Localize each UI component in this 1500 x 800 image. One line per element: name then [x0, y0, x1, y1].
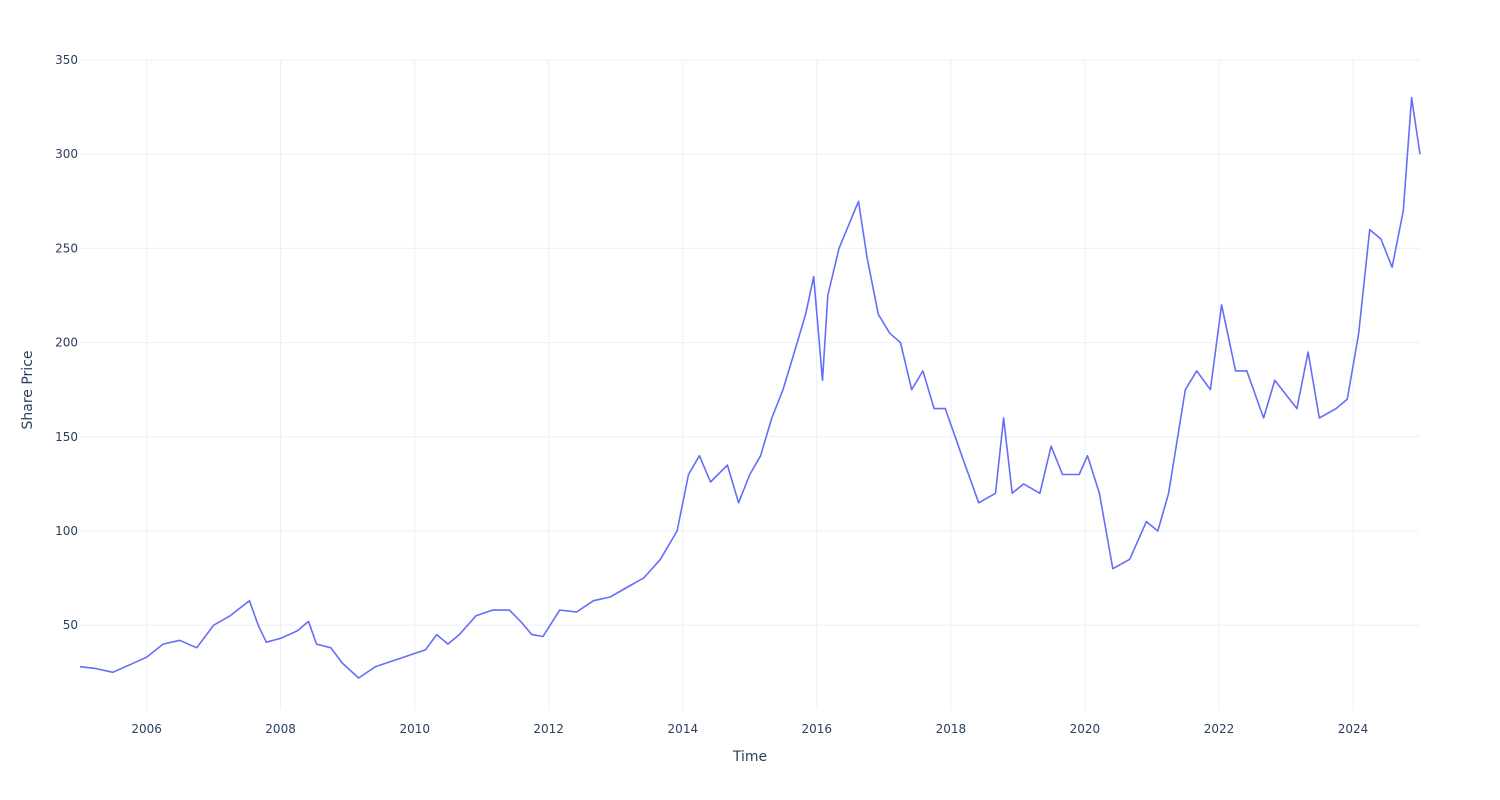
x-tick-label: 2022 [1204, 722, 1235, 736]
y-tick-label: 250 [55, 241, 78, 255]
x-gridlines [146, 60, 1354, 710]
x-tick-label: 2010 [399, 722, 430, 736]
y-tick-label: 100 [55, 524, 78, 538]
x-tick-label: 2014 [668, 722, 699, 736]
price-series-line [79, 96, 1421, 679]
x-tick-label: 2024 [1338, 722, 1369, 736]
x-tick-label: 2016 [802, 722, 833, 736]
x-tick-label: 2006 [131, 722, 162, 736]
x-axis-title: Time [732, 749, 767, 765]
y-tick-label: 300 [55, 147, 78, 161]
y-tick-labels: 50 100 150 200 250 300 350 [55, 53, 78, 632]
y-tick-label: 50 [63, 618, 78, 632]
x-tick-label: 2020 [1070, 722, 1101, 736]
y-tick-label: 150 [55, 430, 78, 444]
x-tick-label: 2018 [936, 722, 967, 736]
y-tick-label: 350 [55, 53, 78, 67]
x-tick-label: 2012 [533, 722, 564, 736]
plot-background [80, 60, 1420, 710]
y-tick-label: 200 [55, 336, 78, 350]
y-axis-title: Share Price [20, 350, 36, 429]
x-tick-label: 2008 [265, 722, 296, 736]
x-tick-labels: 2006 2008 2010 2012 2014 2016 2018 2020 2022 2024 [131, 722, 1368, 736]
